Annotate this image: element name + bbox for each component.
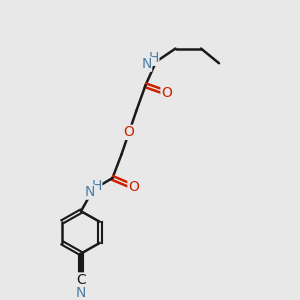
Text: O: O bbox=[128, 180, 139, 194]
Text: H: H bbox=[148, 51, 159, 65]
Text: N: N bbox=[76, 286, 86, 300]
Text: C: C bbox=[76, 273, 86, 287]
Text: O: O bbox=[124, 125, 134, 140]
Text: N: N bbox=[84, 185, 94, 199]
Text: H: H bbox=[92, 179, 102, 193]
Text: N: N bbox=[141, 57, 152, 71]
Text: O: O bbox=[161, 86, 172, 100]
